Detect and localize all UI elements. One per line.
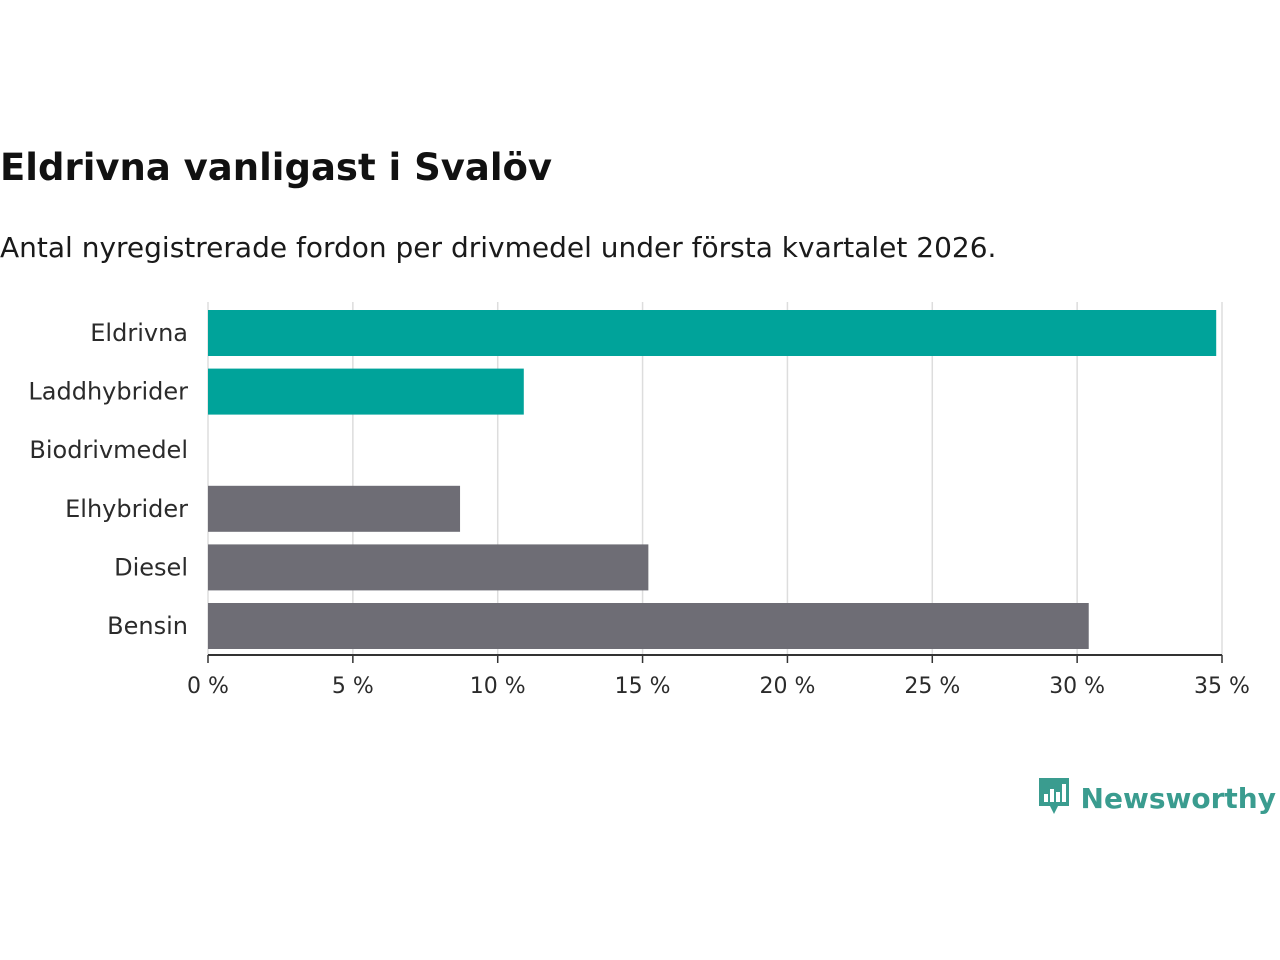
category-label: Bensin [107, 612, 188, 640]
bar-elhybrider [208, 485, 461, 532]
x-axis: 0 % 5 % 10 % 15 % 20 % 25 % 30 % 35 % [187, 654, 1250, 699]
bar-eldrivna [208, 310, 1217, 356]
gridlines [207, 302, 1223, 655]
logo-text: Newsworthy [1080, 781, 1276, 815]
tick-label: 5 % [332, 674, 374, 699]
tick-label: 35 % [1194, 674, 1250, 699]
category-label: Laddhybrider [28, 378, 188, 406]
tick-label: 30 % [1049, 674, 1105, 699]
category-label: Biodrivmedel [29, 436, 188, 464]
tick-label: 0 % [187, 674, 229, 699]
tick-label: 10 % [470, 674, 526, 699]
chart-subtitle: Antal nyregistrerade fordon per drivmede… [0, 231, 997, 264]
newsworthy-logo: Newsworthy [1037, 776, 1276, 820]
category-label: Elhybrider [65, 495, 188, 523]
category-label: Eldrivna [90, 319, 188, 347]
bar-bensin [208, 603, 1089, 649]
chart-title: Eldrivna vanligast i Svalöv [0, 146, 553, 189]
category-labels: Eldrivna Laddhybrider Biodrivmedel Elhybrid… [28, 319, 188, 640]
tick-label: 25 % [904, 674, 960, 699]
bar-laddhybrider [208, 368, 524, 415]
newsworthy-chart-bubble-icon [1037, 776, 1071, 820]
category-label: Diesel [114, 553, 188, 581]
bars [208, 310, 1217, 649]
tick-label: 20 % [759, 674, 815, 699]
bar-diesel [208, 544, 649, 591]
tick-label: 15 % [615, 674, 671, 699]
